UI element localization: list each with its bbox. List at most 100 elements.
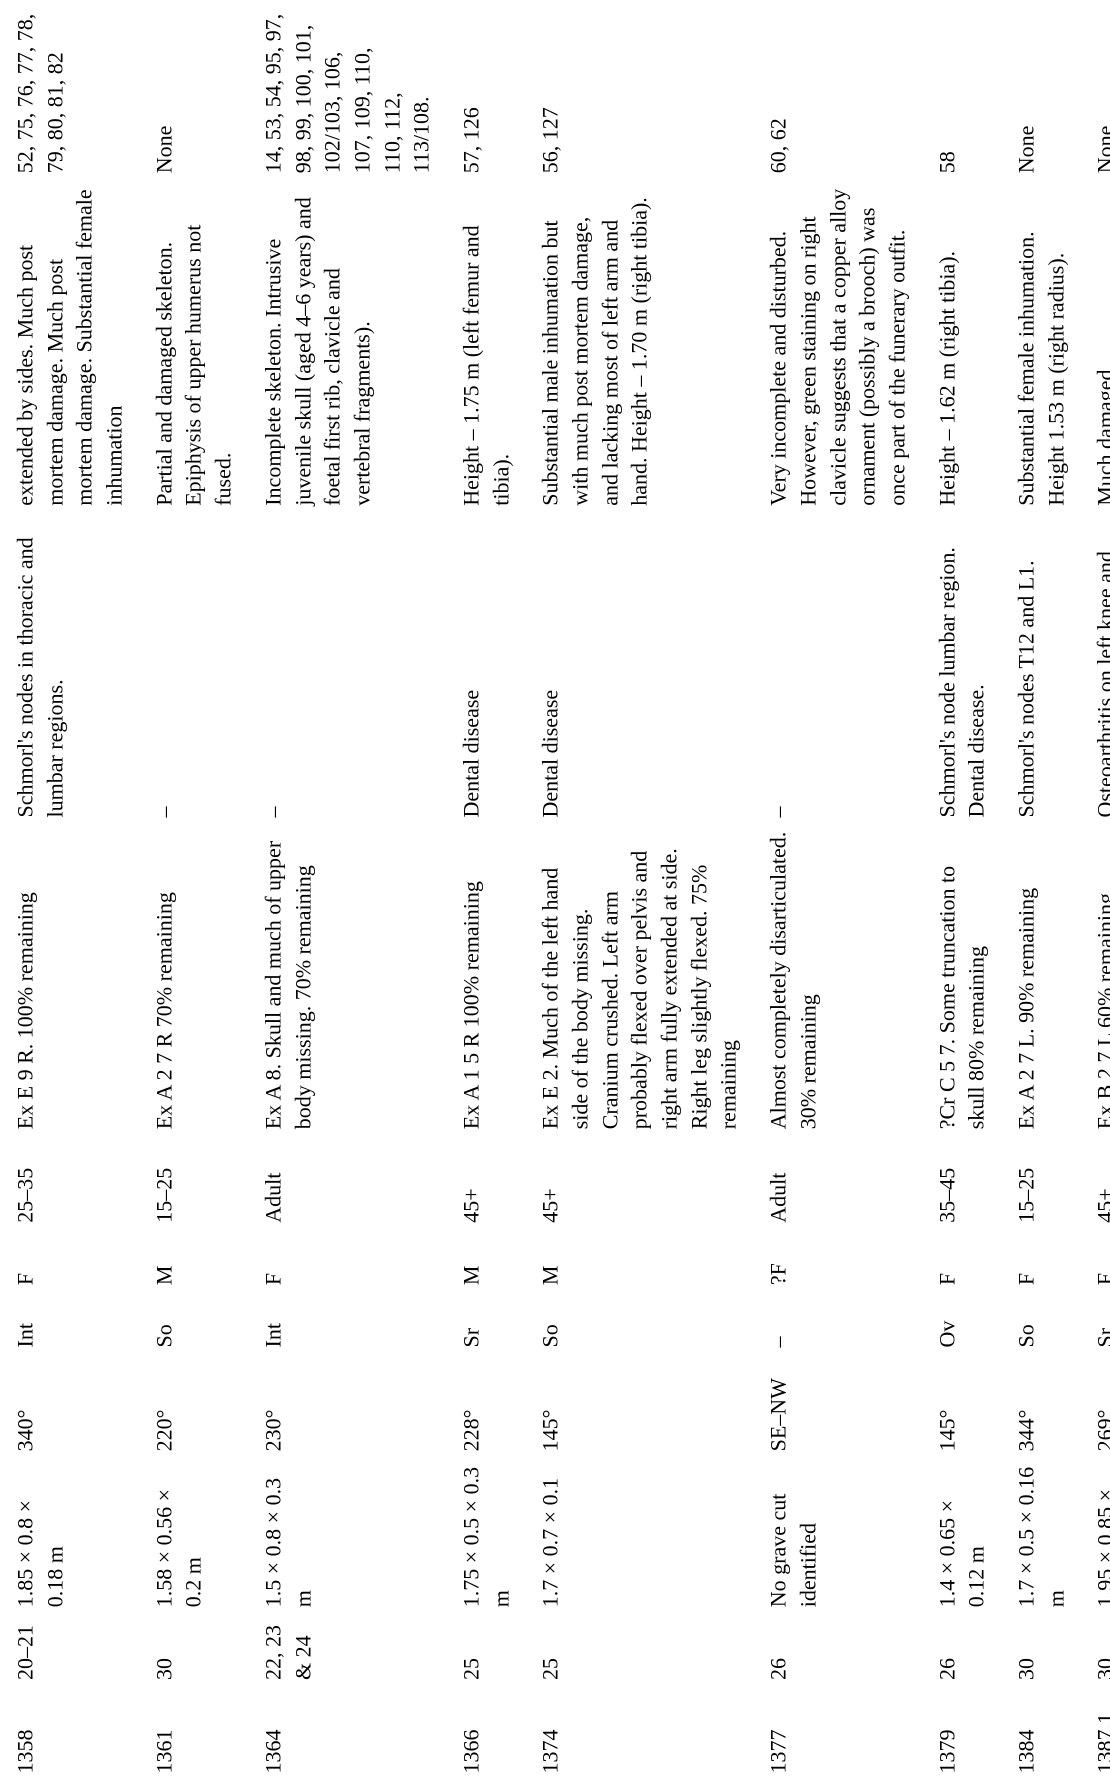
- cell-finds: 60, 62: [753, 0, 921, 177]
- cell-notes: Height – 1.62 m (right tibia).: [922, 177, 1001, 510]
- rotated-content: 135820–211.85 × 0.8 × 0.18 m340°IntF25–3…: [0, 0, 1110, 1777]
- cell-notes: Incomplete skeleton. Intrusive juvenile …: [248, 177, 446, 510]
- cell-id: 1374: [525, 1683, 753, 1777]
- cell-pathology: Schmorl's node lumbar region. Dental dis…: [922, 509, 1001, 821]
- cell-age: Adult: [753, 1133, 921, 1227]
- cell-dimensions: 1.75 × 0.5 × 0.3 m: [446, 1455, 525, 1611]
- cell-age: 45+: [446, 1133, 525, 1227]
- cell-id: 1358: [0, 1683, 139, 1777]
- cell-remains: Ex E 2. Much of the left hand side of th…: [525, 821, 753, 1133]
- cell-shape: –: [753, 1289, 921, 1351]
- cell-orientation: 230°: [248, 1351, 446, 1455]
- cell-dimensions: 1.5 × 0.8 × 0.3 m: [248, 1455, 446, 1611]
- cell-age: 35–45: [922, 1133, 1001, 1227]
- cell-finds: 52, 75, 76, 77, 78, 79, 80, 81, 82: [0, 0, 139, 177]
- cell-figure: 30: [139, 1611, 248, 1684]
- table-row: 136422, 23 & 241.5 × 0.8 × 0.3 m230°IntF…: [248, 0, 446, 1777]
- cell-notes: Partial and damaged skeleton. Epiphysis …: [139, 177, 248, 510]
- cell-remains: Almost completely disarticulated. 30% re…: [753, 821, 921, 1133]
- cell-dimensions: 1.4 × 0.65 × 0.12 m: [922, 1455, 1001, 1611]
- table-row: 1366251.75 × 0.5 × 0.3 m228°SrM45+Ex A 1…: [446, 0, 525, 1777]
- cell-dimensions: 1.7 × 0.5 × 0.16 m: [1001, 1455, 1080, 1611]
- cell-age: 45+: [1080, 1133, 1110, 1227]
- cell-remains: Ex A 8. Skull and much of upper body mis…: [248, 821, 446, 1133]
- cell-notes: Height – 1.75 m (left femur and tibia).: [446, 177, 525, 510]
- cell-dimensions: 1.58 × 0.56 × 0.2 m: [139, 1455, 248, 1611]
- table-row: 1387.1 (1389)301.95 × 0.85 × 0.32 m269°S…: [1080, 0, 1110, 1777]
- table-row: 137726No grave cut identifiedSE–NW–?FAdu…: [753, 0, 921, 1777]
- cell-dimensions: 1.85 × 0.8 × 0.18 m: [0, 1455, 139, 1611]
- cell-pathology: Dental disease: [525, 509, 753, 821]
- cell-sex: ?F: [753, 1226, 921, 1288]
- cell-pathology: Schmorl's nodes T12 and L1.: [1001, 509, 1080, 821]
- cell-shape: Ov: [922, 1289, 1001, 1351]
- table-row: 1379261.4 × 0.65 × 0.12 m145°OvF35–45?Cr…: [922, 0, 1001, 1777]
- table-row: 1361301.58 × 0.56 × 0.2 m220°SoM15–25Ex …: [139, 0, 248, 1777]
- cell-remains: ?Cr C 5 7. Some truncation to skull 80% …: [922, 821, 1001, 1133]
- table-row: 1384301.7 × 0.5 × 0.16 m344°SoF15–25Ex A…: [1001, 0, 1080, 1777]
- cell-shape: So: [139, 1289, 248, 1351]
- cell-id: 1377: [753, 1683, 921, 1777]
- cell-finds: 56, 127: [525, 0, 753, 177]
- cell-sex: F: [0, 1226, 139, 1288]
- cell-id: 1387.1 (1389): [1080, 1683, 1110, 1777]
- cell-shape: So: [525, 1289, 753, 1351]
- cell-pathology: Dental disease: [446, 509, 525, 821]
- cell-figure: 30: [1001, 1611, 1080, 1684]
- cell-age: 25–35: [0, 1133, 139, 1227]
- cell-figure: 25: [446, 1611, 525, 1684]
- cell-notes: extended by sides. Much post mortem dama…: [0, 177, 139, 510]
- cell-notes: Substantial female inhumation. Height 1.…: [1001, 177, 1080, 510]
- cell-age: 15–25: [139, 1133, 248, 1227]
- cell-finds: 58: [922, 0, 1001, 177]
- cell-orientation: SE–NW: [753, 1351, 921, 1455]
- cell-orientation: 220°: [139, 1351, 248, 1455]
- cell-shape: Sr: [1080, 1289, 1110, 1351]
- cell-figure: 26: [753, 1611, 921, 1684]
- cell-notes: Substantial male inhumation but with muc…: [525, 177, 753, 510]
- cell-remains: Ex B 2 7 L 60% remaining: [1080, 821, 1110, 1133]
- cell-finds: None: [139, 0, 248, 177]
- cell-id: 1384: [1001, 1683, 1080, 1777]
- cell-pathology: –: [248, 509, 446, 821]
- cell-figure: 20–21: [0, 1611, 139, 1684]
- cell-age: 45+: [525, 1133, 753, 1227]
- cell-shape: Int: [248, 1289, 446, 1351]
- page: 135820–211.85 × 0.8 × 0.18 m340°IntF25–3…: [0, 0, 1110, 1777]
- cell-orientation: 228°: [446, 1351, 525, 1455]
- cell-orientation: 340°: [0, 1351, 139, 1455]
- cell-remains: Ex A 1 5 R 100% remaining: [446, 821, 525, 1133]
- cell-finds: None: [1080, 0, 1110, 177]
- cell-sex: F: [922, 1226, 1001, 1288]
- cell-figure: 25: [525, 1611, 753, 1684]
- cell-orientation: 145°: [525, 1351, 753, 1455]
- cell-dimensions: 1.95 × 0.85 × 0.32 m: [1080, 1455, 1110, 1611]
- cell-sex: F: [1080, 1226, 1110, 1288]
- cell-sex: M: [446, 1226, 525, 1288]
- table-row: 1374251.7 × 0.7 × 0.1145°SoM45+Ex E 2. M…: [525, 0, 753, 1777]
- cell-sex: F: [248, 1226, 446, 1288]
- cell-id: 1364: [248, 1683, 446, 1777]
- cell-age: 15–25: [1001, 1133, 1080, 1227]
- cell-dimensions: No grave cut identified: [753, 1455, 921, 1611]
- cell-pathology: –: [139, 509, 248, 821]
- skeletal-data-table: 135820–211.85 × 0.8 × 0.18 m340°IntF25–3…: [0, 0, 1110, 1777]
- cell-orientation: 269°: [1080, 1351, 1110, 1455]
- cell-shape: So: [1001, 1289, 1080, 1351]
- cell-pathology: –: [753, 509, 921, 821]
- cell-shape: Int: [0, 1289, 139, 1351]
- cell-finds: None: [1001, 0, 1080, 177]
- cell-age: Adult: [248, 1133, 446, 1227]
- cell-sex: M: [525, 1226, 753, 1288]
- table-row: 135820–211.85 × 0.8 × 0.18 m340°IntF25–3…: [0, 0, 139, 1777]
- cell-shape: Sr: [446, 1289, 525, 1351]
- cell-figure: 26: [922, 1611, 1001, 1684]
- cell-orientation: 145°: [922, 1351, 1001, 1455]
- cell-sex: M: [139, 1226, 248, 1288]
- cell-figure: 30: [1080, 1611, 1110, 1684]
- cell-figure: 22, 23 & 24: [248, 1611, 446, 1684]
- cell-remains: Ex E 9 R. 100% remaining: [0, 821, 139, 1133]
- cell-sex: F: [1001, 1226, 1080, 1288]
- cell-dimensions: 1.7 × 0.7 × 0.1: [525, 1455, 753, 1611]
- cell-notes: Very incomplete and disturbed. However, …: [753, 177, 921, 510]
